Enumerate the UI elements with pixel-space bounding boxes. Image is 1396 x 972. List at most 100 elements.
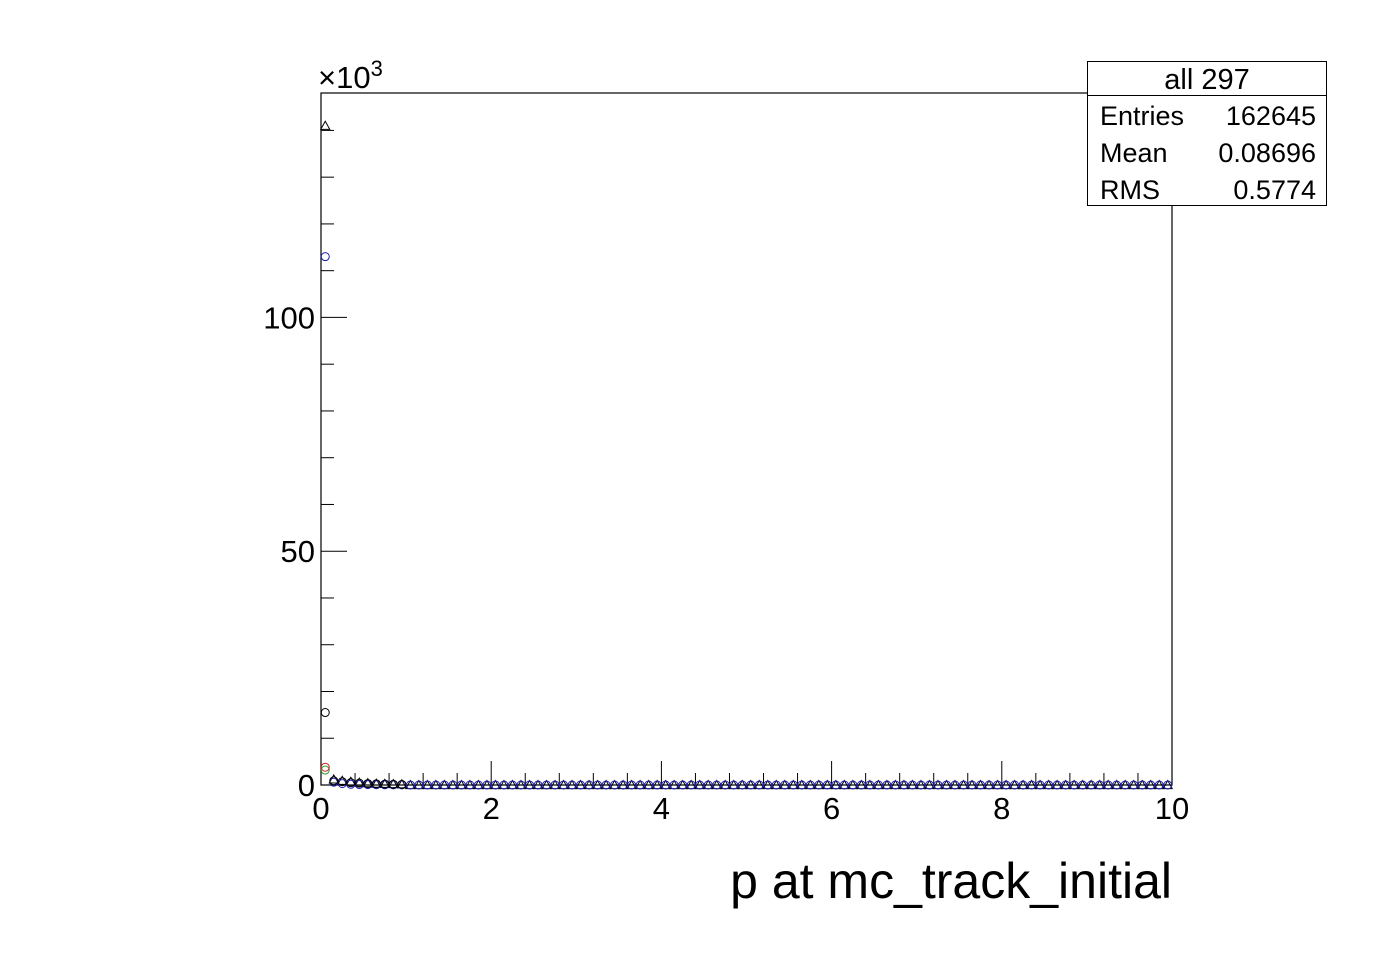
data-point [695,780,705,790]
data-point [439,780,449,790]
plot-frame [320,92,1173,786]
data-point [933,780,943,790]
data-point [499,780,509,790]
data-point [627,780,637,790]
data-point [533,780,543,790]
data-point [797,780,807,790]
y-tick-label: 0 [298,768,315,803]
data-point [576,780,586,790]
data-point [976,780,986,790]
x-tick-label: 0 [312,791,329,826]
data-point [856,780,866,790]
data-point [780,780,790,790]
data-point [473,780,483,790]
data-point [482,780,492,790]
data-point [388,779,398,789]
x-axis-ticks [320,761,1173,785]
data-point [329,776,339,786]
data-point [397,779,407,789]
data-point [1112,780,1122,790]
data-point [924,780,934,790]
x-tick-label: 4 [653,791,670,826]
data-point [763,780,773,790]
data-point [414,780,424,790]
data-point [907,780,917,790]
stats-rms-label: RMS [1100,175,1160,205]
data-point [593,780,603,790]
data-point [448,780,458,790]
data-point [363,779,373,789]
y-tick-label: 100 [263,300,315,335]
data-point [788,780,798,790]
data-point [516,780,526,790]
data-point [890,780,900,790]
data-point [865,780,875,790]
data-point [661,780,671,790]
data-point [1146,780,1156,790]
stats-row-mean: Mean 0.08696 [1088,133,1326,170]
data-point [1061,780,1071,790]
x-axis-title: p at mc_track_initial [730,853,1172,909]
data-point [405,780,415,790]
data-point [542,780,552,790]
data-point [746,780,756,790]
data-point [839,780,849,790]
data-point [814,780,824,790]
data-point [490,780,500,790]
data-point [941,780,951,790]
data-point [652,780,662,790]
data-point [550,780,560,790]
data-point [524,780,534,790]
data-point [1018,780,1028,790]
data-point [831,780,841,790]
data-point [678,780,688,790]
data-point [320,708,330,718]
data-point [1069,780,1079,790]
data-point [703,780,713,790]
y-axis-tick-labels: 0 50 100 [263,300,315,803]
data-point [967,780,977,790]
data-point [610,780,620,790]
y-exponent-label: ×103 [318,56,383,95]
stats-row-rms: RMS 0.5774 [1088,170,1326,207]
data-point [1027,780,1037,790]
data-point [729,780,739,790]
data-point [618,780,628,790]
data-point [354,778,364,788]
data-point [387,778,399,789]
data-point [1001,780,1011,790]
data-point [320,252,330,262]
data-point [1163,780,1173,790]
data-point [882,780,892,790]
data-markers [319,120,1174,790]
data-point [959,780,969,790]
data-point [644,780,654,790]
x-tick-label: 2 [483,791,500,826]
y-tick-label: 50 [281,534,315,569]
x-tick-label: 6 [823,791,840,826]
data-point [370,778,382,788]
data-point [873,780,883,790]
data-point [712,780,722,790]
data-point [1035,780,1045,790]
data-point [584,780,594,790]
data-point [1052,780,1062,790]
y-axis-ticks [321,129,347,786]
data-point [559,780,569,790]
data-point [1095,780,1105,790]
data-point [848,780,858,790]
data-point [737,780,747,790]
data-point [984,780,994,790]
stats-entries-value: 162645 [1225,101,1316,131]
data-point [1010,780,1020,790]
data-point [993,780,1003,790]
data-point [899,780,909,790]
stats-mean-value: 0.08696 [1218,138,1316,168]
data-point [422,780,432,790]
data-point [353,777,365,787]
data-point [456,780,466,790]
data-point [822,780,832,790]
data-point [337,777,347,787]
data-point [396,778,408,789]
data-point [379,778,391,788]
